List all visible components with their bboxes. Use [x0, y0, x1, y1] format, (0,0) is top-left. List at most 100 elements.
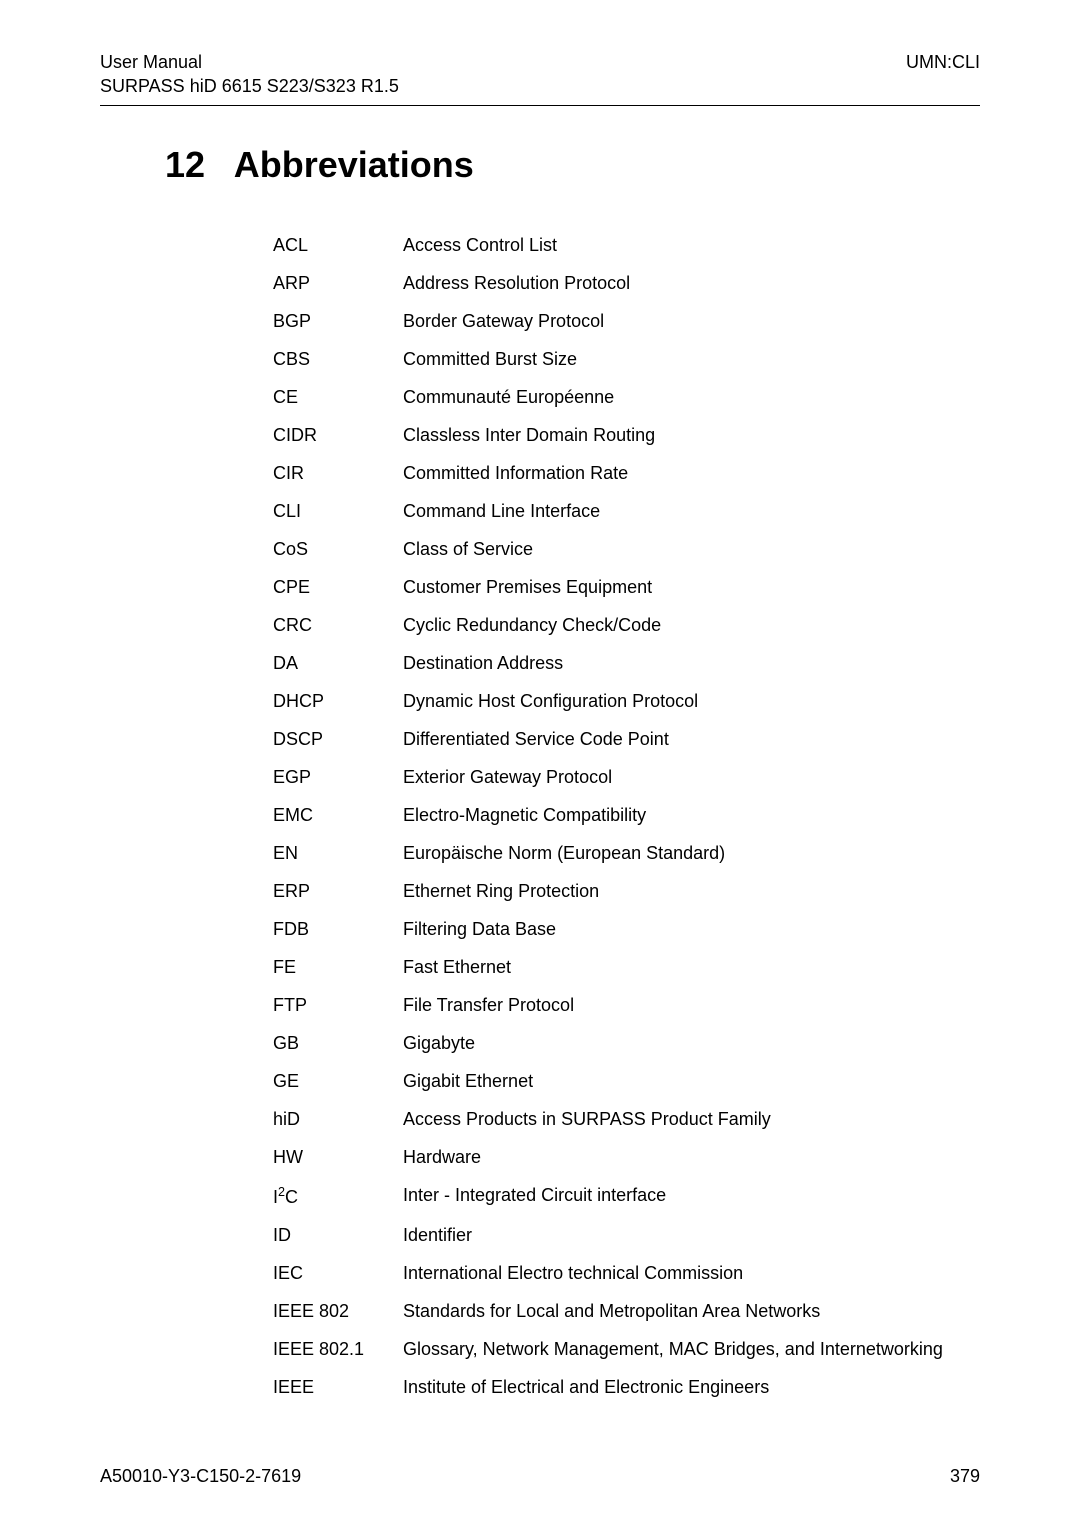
- table-row: CIRCommitted Information Rate: [273, 464, 943, 502]
- table-row: IEEE 802.1Glossary, Network Management, …: [273, 1340, 943, 1378]
- table-row: I2CInter - Integrated Circuit interface: [273, 1186, 943, 1226]
- abbr-definition: Access Products in SURPASS Product Famil…: [403, 1110, 943, 1148]
- table-row: IEEE 802Standards for Local and Metropol…: [273, 1302, 943, 1340]
- table-row: CRCCyclic Redundancy Check/Code: [273, 616, 943, 654]
- table-row: HWHardware: [273, 1148, 943, 1186]
- footer-page-number: 379: [950, 1466, 980, 1487]
- abbr-definition: Address Resolution Protocol: [403, 274, 943, 312]
- table-row: ACLAccess Control List: [273, 236, 943, 274]
- abbr-term: GB: [273, 1034, 403, 1072]
- abbr-term: CE: [273, 388, 403, 426]
- table-row: DSCPDifferentiated Service Code Point: [273, 730, 943, 768]
- abbr-definition: Customer Premises Equipment: [403, 578, 943, 616]
- abbr-definition: International Electro technical Commissi…: [403, 1264, 943, 1302]
- abbr-term: EGP: [273, 768, 403, 806]
- header-right: UMN:CLI: [906, 50, 980, 74]
- abbr-term: CLI: [273, 502, 403, 540]
- table-row: CBSCommitted Burst Size: [273, 350, 943, 388]
- abbr-definition: Europäische Norm (European Standard): [403, 844, 943, 882]
- abbr-term: CIR: [273, 464, 403, 502]
- abbr-term: DA: [273, 654, 403, 692]
- abbr-definition: Standards for Local and Metropolitan Are…: [403, 1302, 943, 1340]
- abbr-definition: Filtering Data Base: [403, 920, 943, 958]
- abbr-definition: Command Line Interface: [403, 502, 943, 540]
- abbr-definition: Gigabyte: [403, 1034, 943, 1072]
- table-row: DHCPDynamic Host Configuration Protocol: [273, 692, 943, 730]
- abbr-term: FTP: [273, 996, 403, 1034]
- table-row: IEEEInstitute of Electrical and Electron…: [273, 1378, 943, 1416]
- abbr-definition: Exterior Gateway Protocol: [403, 768, 943, 806]
- abbr-term: FDB: [273, 920, 403, 958]
- table-row: DADestination Address: [273, 654, 943, 692]
- header-rule: [100, 105, 980, 106]
- abbr-definition: Glossary, Network Management, MAC Bridge…: [403, 1340, 943, 1378]
- abbr-definition: Differentiated Service Code Point: [403, 730, 943, 768]
- table-row: CoSClass of Service: [273, 540, 943, 578]
- table-row: EGPExterior Gateway Protocol: [273, 768, 943, 806]
- abbr-definition: Fast Ethernet: [403, 958, 943, 996]
- table-row: GEGigabit Ethernet: [273, 1072, 943, 1110]
- page-footer: A50010-Y3-C150-2-7619 379: [100, 1466, 980, 1487]
- abbr-term: hiD: [273, 1110, 403, 1148]
- page-header: User Manual SURPASS hiD 6615 S223/S323 R…: [100, 50, 980, 99]
- abbr-definition: Access Control List: [403, 236, 943, 274]
- footer-doc-number: A50010-Y3-C150-2-7619: [100, 1466, 301, 1487]
- abbr-term: ACL: [273, 236, 403, 274]
- abbr-term: EN: [273, 844, 403, 882]
- abbr-definition: Border Gateway Protocol: [403, 312, 943, 350]
- table-row: CPECustomer Premises Equipment: [273, 578, 943, 616]
- abbr-term: ID: [273, 1226, 403, 1264]
- abbr-definition: Institute of Electrical and Electronic E…: [403, 1378, 943, 1416]
- abbr-term: ERP: [273, 882, 403, 920]
- table-row: ENEuropäische Norm (European Standard): [273, 844, 943, 882]
- abbr-definition: Classless Inter Domain Routing: [403, 426, 943, 464]
- table-row: GBGigabyte: [273, 1034, 943, 1072]
- table-row: hiDAccess Products in SURPASS Product Fa…: [273, 1110, 943, 1148]
- abbr-term: HW: [273, 1148, 403, 1186]
- abbr-definition: Destination Address: [403, 654, 943, 692]
- table-row: CLICommand Line Interface: [273, 502, 943, 540]
- abbr-definition: Hardware: [403, 1148, 943, 1186]
- abbr-term: IEEE 802: [273, 1302, 403, 1340]
- abbr-term: CoS: [273, 540, 403, 578]
- table-row: EMCElectro-Magnetic Compatibility: [273, 806, 943, 844]
- abbr-term: DHCP: [273, 692, 403, 730]
- abbr-term: CBS: [273, 350, 403, 388]
- abbr-definition: Cyclic Redundancy Check/Code: [403, 616, 943, 654]
- abbr-definition: Electro-Magnetic Compatibility: [403, 806, 943, 844]
- abbr-term: EMC: [273, 806, 403, 844]
- abbr-definition: Identifier: [403, 1226, 943, 1264]
- abbr-definition: Committed Information Rate: [403, 464, 943, 502]
- abbr-term: DSCP: [273, 730, 403, 768]
- table-row: FTPFile Transfer Protocol: [273, 996, 943, 1034]
- table-row: CIDRClassless Inter Domain Routing: [273, 426, 943, 464]
- abbreviations-body: ACLAccess Control ListARPAddress Resolut…: [273, 236, 943, 1416]
- abbr-term: FE: [273, 958, 403, 996]
- table-row: ERPEthernet Ring Protection: [273, 882, 943, 920]
- abbr-term: ARP: [273, 274, 403, 312]
- abbr-term: IEC: [273, 1264, 403, 1302]
- abbr-definition: Inter - Integrated Circuit interface: [403, 1186, 943, 1226]
- abbr-definition: Dynamic Host Configuration Protocol: [403, 692, 943, 730]
- abbr-term: IEEE: [273, 1378, 403, 1416]
- abbr-term: CPE: [273, 578, 403, 616]
- chapter-title: 12 Abbreviations: [165, 144, 980, 186]
- abbr-term: BGP: [273, 312, 403, 350]
- page: User Manual SURPASS hiD 6615 S223/S323 R…: [0, 0, 1080, 1527]
- table-row: ARPAddress Resolution Protocol: [273, 274, 943, 312]
- abbr-term: I2C: [273, 1186, 403, 1226]
- table-row: BGPBorder Gateway Protocol: [273, 312, 943, 350]
- abbr-term: IEEE 802.1: [273, 1340, 403, 1378]
- header-left: User Manual SURPASS hiD 6615 S223/S323 R…: [100, 50, 399, 99]
- abbreviations-table: ACLAccess Control ListARPAddress Resolut…: [273, 236, 943, 1416]
- table-row: CECommunauté Européenne: [273, 388, 943, 426]
- table-row: IECInternational Electro technical Commi…: [273, 1264, 943, 1302]
- abbr-definition: Gigabit Ethernet: [403, 1072, 943, 1110]
- table-row: FDBFiltering Data Base: [273, 920, 943, 958]
- header-left-line1: User Manual: [100, 50, 399, 74]
- table-row: IDIdentifier: [273, 1226, 943, 1264]
- abbr-definition: Communauté Européenne: [403, 388, 943, 426]
- chapter-title-text: Abbreviations: [234, 144, 474, 185]
- header-left-line2: SURPASS hiD 6615 S223/S323 R1.5: [100, 74, 399, 98]
- abbr-definition: Ethernet Ring Protection: [403, 882, 943, 920]
